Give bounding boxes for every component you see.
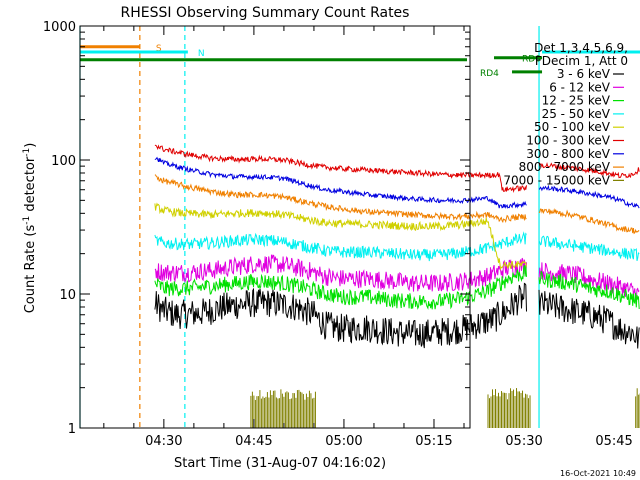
series-line-2-0 [154,264,527,310]
plot-frame [79,25,471,429]
legend-entry-label: 300 - 800 keV [526,147,610,161]
y-axis-label-part: Count Rate (s [23,225,38,314]
series-line-1-0 [154,254,527,292]
annotation-label-1: N [198,49,205,59]
legend: Det 1,3,4,5,6,9,FDecim 1, Att 03 - 6 keV… [503,41,628,187]
olive-burst-1 [487,388,531,428]
x-tick-label: 05:45 [595,434,632,449]
y-tick-label: 1 [68,422,76,437]
series-line-5-0 [154,144,527,193]
series-line-5-1 [538,161,640,179]
y-axis-label-part: -1 [22,216,32,225]
chart-title: RHESSI Observing Summary Count Rates [121,5,410,21]
series-line-7-1 [538,207,640,235]
legend-entry-label: 50 - 100 keV [534,120,611,134]
series-line-7-0 [154,174,527,224]
x-tick-label: 04:45 [235,434,272,449]
series-line-3-1 [538,235,640,262]
legend-entry-label: 800 - 7000 keV [519,160,611,174]
series-line-3-0 [154,231,527,262]
y-tick-label: 1000 [43,20,76,35]
series-line-6-0 [154,156,527,209]
y-axis-label-part: ) [23,143,38,148]
plot-area: S N RD0 RD4 [79,26,640,428]
x-tick-label: 05:00 [325,434,362,449]
y-tick-label: 10 [59,288,76,303]
legend-header-line: Det 1,3,4,5,6,9, [534,41,628,55]
series-line-0-1 [538,289,640,349]
annotation-label-0: S [156,44,162,54]
series-line-4-0 [154,202,527,271]
annotation-label-2: RD0 [522,55,541,65]
y-axis-label-part: detector [23,156,38,216]
x-tick-label: 05:30 [505,434,542,449]
series-line-0-0 [154,282,527,349]
legend-entry-label: 12 - 25 keV [542,94,611,108]
legend-entry-label: 25 - 50 keV [542,107,611,121]
olive-burst-2 [635,388,640,428]
x-tick-label: 05:15 [415,434,452,449]
x-tick-label: 04:30 [145,434,182,449]
annotation-label-3: RD4 [480,69,499,79]
footer-timestamp: 16-Oct-2021 10:49 [560,469,636,478]
series-line-2-1 [538,270,640,310]
legend-entry-label: 7000 - 15000 keV [503,173,610,187]
x-axis-label: Start Time (31-Aug-07 04:16:02) [174,456,386,471]
y-tick-label: 100 [51,154,76,169]
legend-entry-label: 100 - 300 keV [526,134,610,148]
legend-header-line: FDecim 1, Att 0 [535,54,628,68]
y-axis-label-part: -1 [22,148,32,157]
legend-entry-label: 6 - 12 keV [549,80,611,94]
olive-burst-0 [250,389,316,428]
series-line-6-1 [538,184,640,209]
y-axis-label: Count Rate (s-1 detector-1) [22,143,38,314]
axes: 1 10 100 1000 04:30 04:45 05:00 05:15 05:30 05:45 [43,20,633,449]
legend-entry-label: 3 - 6 keV [557,67,611,81]
